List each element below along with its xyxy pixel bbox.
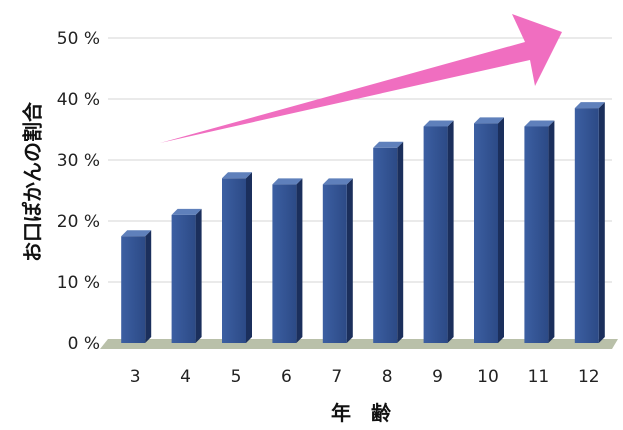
bar-top [322, 178, 353, 185]
y-axis-title: お口ぽかんの割合 [21, 101, 45, 262]
bar-top [474, 117, 504, 124]
y-tick-label-1: 10 % [57, 273, 100, 293]
bar-9 [423, 120, 454, 343]
bar-12 [574, 102, 605, 344]
bar-side [346, 178, 353, 343]
x-tick-label-3: 3 [130, 367, 141, 387]
bar-3 [121, 230, 152, 343]
x-tick-labels: 3 4 5 6 7 8 9 10 11 12 [130, 367, 600, 387]
x-tick-label-6: 6 [281, 367, 292, 387]
trend-arrow [160, 14, 562, 143]
bar-top [222, 172, 252, 179]
bar-front [423, 126, 448, 343]
bar-side [246, 172, 252, 343]
y-tick-label-4: 40 % [57, 90, 100, 110]
bar-top [524, 120, 555, 127]
x-tick-label-9: 9 [432, 367, 443, 387]
bar-front [222, 178, 246, 343]
y-tick-label-2: 20 % [57, 212, 100, 232]
bar-top [574, 102, 605, 109]
bar-top [272, 178, 303, 185]
bar-5 [222, 172, 252, 343]
y-tick-label-0: 0 % [68, 334, 100, 354]
trend-arrow-shape [160, 14, 562, 143]
bar-6 [272, 178, 303, 343]
y-tick-label-5: 50 % [57, 29, 100, 49]
bar-front [272, 184, 297, 343]
bar-front [574, 108, 599, 344]
bar-side [548, 120, 555, 343]
bar-7 [322, 178, 353, 343]
bar-front [121, 236, 146, 343]
bar-side [498, 117, 504, 344]
bar-top [373, 141, 404, 148]
x-tick-label-8: 8 [382, 367, 393, 387]
bar-front [474, 123, 498, 344]
bar-4 [171, 208, 202, 343]
bar-front [524, 126, 549, 343]
bar-side [296, 178, 303, 343]
bar-top [171, 208, 202, 215]
bar-side [195, 208, 202, 343]
bar-11 [524, 120, 555, 343]
x-tick-label-11: 11 [528, 367, 550, 387]
y-tick-label-3: 30 % [57, 151, 100, 171]
bar-side [145, 230, 152, 343]
bar-front [373, 147, 398, 343]
bar-8 [373, 141, 404, 343]
bar-top [121, 230, 152, 237]
bars [121, 102, 605, 344]
x-tick-label-7: 7 [331, 367, 342, 387]
bar-top [423, 120, 454, 127]
x-tick-label-10: 10 [477, 367, 499, 387]
bar-side [447, 120, 454, 343]
x-tick-label-4: 4 [180, 367, 191, 387]
bar-side [598, 102, 605, 344]
bar-front [322, 184, 347, 343]
bar-front [171, 214, 196, 343]
y-tick-labels: 0 % 10 % 20 % 30 % 40 % 50 % [57, 29, 100, 354]
bar-10 [474, 117, 504, 344]
x-axis-title: 年 齢 [331, 401, 392, 425]
x-tick-label-12: 12 [578, 367, 600, 387]
bar-side [397, 141, 404, 343]
x-tick-label-5: 5 [231, 367, 242, 387]
